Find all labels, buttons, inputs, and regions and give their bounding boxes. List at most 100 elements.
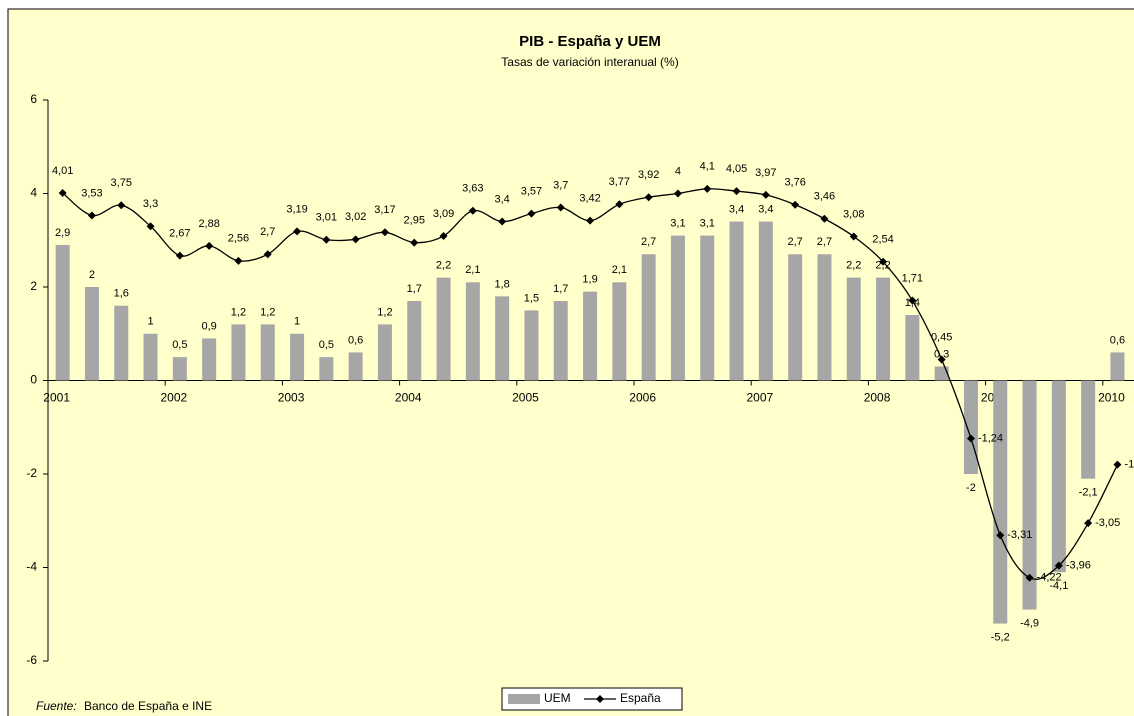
y-tick-label: 0 [30,373,37,387]
bar [993,380,1008,624]
y-tick-label: -6 [26,653,37,667]
bar [172,357,187,381]
line-data-label: 3,53 [81,187,102,199]
line-data-label: 3,09 [433,208,454,220]
bar-data-label: 3,1 [700,217,715,229]
bar-data-label: -4,1 [1049,580,1068,592]
y-tick-label: -4 [26,560,37,574]
marker [761,190,770,199]
marker [1025,573,1034,582]
line-data-label: 4,05 [726,163,747,175]
line-data-label: 3,46 [814,191,835,203]
marker [703,184,712,193]
bar-data-label: 2,1 [612,264,627,276]
bar [377,324,392,381]
x-tick-label: 2006 [629,391,656,405]
bar-data-label: 1,8 [495,278,510,290]
line-data-label: 2,88 [198,218,219,230]
bar-data-label: 1 [147,316,153,328]
line-data-label: -1,24 [978,432,1003,444]
marker [205,241,214,250]
line-data-label: -3,31 [1007,529,1032,541]
line-data-label: 3,02 [345,211,366,223]
bar-data-label: 2,2 [846,260,861,272]
source-label: Fuente: [36,699,77,713]
bar [963,380,978,474]
marker [87,211,96,220]
marker [673,189,682,198]
bar [758,221,773,381]
bar [788,254,803,381]
line-data-label: 3,77 [609,176,630,188]
line-data-label: 4 [675,165,681,177]
marker [556,203,565,212]
line-data-label: -1,8 [1124,459,1134,471]
line-data-label: 4,01 [52,165,73,177]
line-data-label: 3,63 [462,183,483,195]
bar-data-label: 1,2 [377,306,392,318]
line-data-label: 3,17 [374,204,395,216]
marker [410,238,419,247]
marker [322,235,331,244]
bar [407,301,422,381]
bar-data-label: 0,6 [348,334,363,346]
bar [114,305,129,381]
legend-label: España [620,691,661,705]
bar-data-label: 0,5 [319,339,334,351]
bar [641,254,656,381]
marker [820,214,829,223]
bar-data-label: -2,1 [1079,487,1098,499]
bar-data-label: 3,1 [670,217,685,229]
bar [1051,380,1066,573]
line-data-label: 0,45 [931,331,952,343]
line-data-label: 2,56 [228,233,249,245]
bar [1081,380,1096,479]
marker [615,200,624,209]
line-data-label: 2,67 [169,228,190,240]
bar [583,291,598,381]
line-data-label: 1,71 [902,272,923,284]
marker [908,296,917,305]
line-data-label: 2,7 [260,226,275,238]
line-data-label: 3,19 [286,203,307,215]
line-data-label: -4,22 [1037,572,1062,584]
marker [644,193,653,202]
marker [439,232,448,241]
bar [465,282,480,381]
bar-data-label: -5,2 [991,632,1010,644]
x-tick-label: 2005 [512,391,539,405]
bar [290,333,305,381]
bar-data-label: 3,4 [729,203,744,215]
line-data-label: 3,42 [579,193,600,205]
bar-data-label: -4,9 [1020,617,1039,629]
bar [934,366,949,381]
marker [146,222,155,231]
bar [817,254,832,381]
marker [468,206,477,215]
bar [55,244,70,381]
marker [234,256,243,265]
line-data-label: 3,76 [784,177,805,189]
bar-data-label: 2,7 [641,236,656,248]
bar-data-label: 2,1 [465,264,480,276]
bar [260,324,275,381]
x-tick-label: 2007 [746,391,773,405]
marker [791,200,800,209]
bar [670,235,685,381]
legend-swatch [508,694,540,704]
marker [58,189,67,198]
marker [966,434,975,443]
bar [553,301,568,381]
bar-data-label: 2,9 [55,227,70,239]
marker [117,201,126,210]
bar [348,352,363,381]
bar [846,277,861,381]
line-data-label: -3,96 [1066,560,1091,572]
bar [1022,380,1037,610]
bar-data-label: 3,4 [758,203,773,215]
source: Banco de España e INE [84,699,212,713]
line-data-label: 3,7 [553,179,568,191]
x-tick-label: 2001 [43,391,70,405]
